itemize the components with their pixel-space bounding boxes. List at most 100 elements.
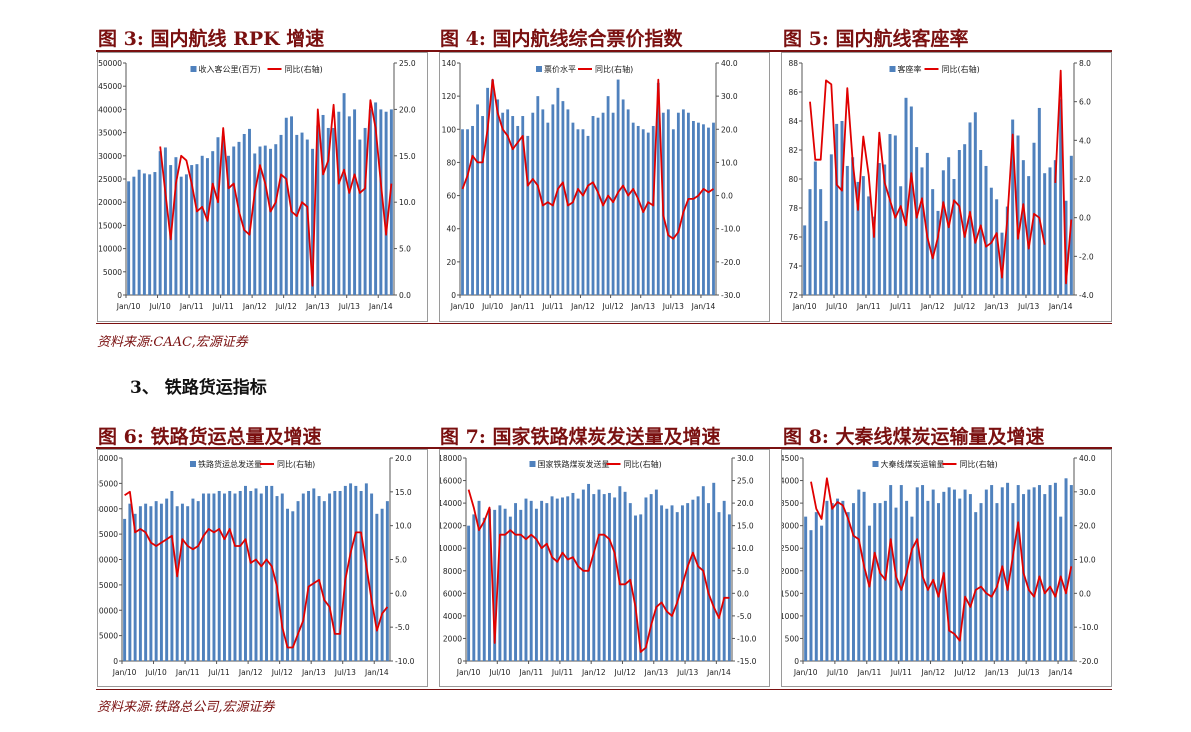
bar — [697, 122, 700, 296]
bar — [133, 513, 137, 661]
bar — [244, 485, 247, 661]
bar — [836, 498, 840, 661]
right-tick-label: 25.0 — [399, 59, 416, 68]
x-tick-label: Jan/14 — [1048, 302, 1073, 311]
x-tick-label: Jul/12 — [275, 302, 297, 311]
bar — [358, 139, 362, 295]
bar — [316, 125, 320, 295]
bar — [144, 503, 148, 661]
bar — [803, 225, 807, 295]
bar — [867, 525, 871, 661]
bar — [207, 493, 211, 661]
x-tick-label: Jan/10 — [456, 668, 481, 677]
left-tick-label: 3500 — [782, 499, 799, 508]
right-tick-label: -5.0 — [395, 623, 410, 632]
bar — [338, 490, 342, 661]
bar — [158, 151, 162, 295]
bar — [165, 498, 169, 661]
bar — [555, 498, 559, 661]
right-tick-label: 10.0 — [1079, 556, 1096, 565]
bar — [581, 129, 585, 295]
section-heading: 3、 铁路货运指标 — [130, 378, 267, 398]
left-tick-label: 4000 — [443, 612, 462, 621]
bar — [242, 133, 246, 295]
fig7-title: 图 7: 国家铁路煤炭发送量及增速 — [440, 426, 721, 448]
bar — [995, 503, 999, 661]
bar — [196, 501, 200, 661]
bar — [258, 146, 262, 295]
bar — [222, 493, 226, 661]
bar — [621, 99, 625, 295]
bar — [702, 124, 705, 295]
bar — [675, 512, 679, 661]
bar — [591, 116, 595, 296]
x-tick-label: Jul/13 — [338, 302, 360, 311]
x-tick-label: Jan/10 — [792, 302, 817, 311]
left-tick-label: 40 — [446, 225, 456, 234]
left-tick-label: 5000 — [99, 632, 118, 641]
right-tick-label: 5.0 — [395, 556, 407, 565]
bar — [322, 501, 326, 661]
bar — [291, 511, 295, 661]
bar — [1005, 206, 1009, 295]
bar — [301, 493, 305, 661]
bar — [384, 111, 388, 295]
bar — [824, 221, 828, 295]
bar — [333, 490, 337, 661]
left-tick-label: 2000 — [782, 567, 799, 576]
bar — [385, 501, 389, 661]
right-tick-label: 0.0 — [737, 589, 749, 598]
bar — [931, 489, 935, 661]
bar — [561, 497, 564, 661]
fig6-svg: 0 5000 10000 15000 20000 25000 30000 35000 40000… — [98, 454, 415, 677]
left-tick-label: 40000 — [98, 454, 118, 463]
x-tick-label: Jul/13 — [1017, 668, 1039, 677]
right-tick-label: -10.0 — [737, 634, 757, 643]
right-tick-label: 6.0 — [1079, 98, 1091, 107]
bar — [984, 165, 988, 295]
legend-bar-swatch — [536, 66, 542, 72]
left-tick-label: 0 — [113, 657, 118, 666]
bar — [326, 127, 330, 296]
bar — [265, 485, 268, 661]
bar — [472, 514, 476, 661]
x-tick-label: Jul/10 — [149, 302, 171, 311]
bar — [835, 123, 839, 296]
legend-bar-label: 大秦线煤炭运输量 — [881, 459, 945, 469]
x-tick-label: Jul/12 — [602, 302, 624, 311]
bar — [576, 129, 580, 295]
left-tick-label: 0 — [794, 657, 799, 666]
bar — [990, 485, 994, 661]
left-tick-label: 16000 — [440, 477, 462, 486]
bar — [1048, 485, 1052, 661]
source-top: 资料来源:CAAC,宏源证券 — [97, 335, 248, 350]
yoy-line — [809, 69, 1073, 285]
x-tick-label: Jan/11 — [175, 668, 200, 677]
bar — [248, 128, 251, 295]
bar — [819, 189, 823, 295]
bar — [1043, 173, 1047, 295]
right-tick-label: 15.0 — [399, 152, 416, 161]
bar — [941, 170, 945, 295]
bar — [364, 483, 368, 661]
legend-bar-label: 票价水平 — [544, 64, 576, 74]
fig5-svg: 72 74 76 78 80 82 84 86 88 -4.0 -2.0 0.0 2.0 4.0 6.0 8.… — [788, 59, 1093, 311]
bar — [1059, 516, 1063, 661]
right-tick-label: -30.0 — [721, 291, 741, 300]
bar — [154, 501, 158, 661]
bar — [696, 496, 700, 661]
right-tick-label: 40.0 — [721, 59, 738, 68]
bar — [1037, 485, 1041, 661]
bar — [477, 500, 481, 661]
legend-bar-label: 国家铁路煤炭发送量 — [538, 459, 610, 469]
fig4-title: 图 4: 国内航线综合票价指数 — [440, 28, 683, 50]
right-tick-label: 20.0 — [721, 125, 738, 134]
bar — [481, 116, 484, 296]
bar — [368, 109, 372, 296]
bar — [332, 127, 336, 296]
bar — [1006, 482, 1010, 661]
bar — [216, 137, 220, 295]
bar — [952, 179, 956, 295]
x-tick-label: Jan/12 — [920, 302, 945, 311]
bar — [1000, 487, 1004, 661]
